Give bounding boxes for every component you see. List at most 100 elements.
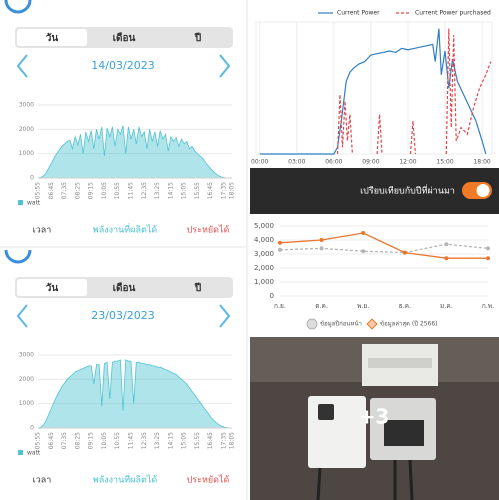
photo-inverter <box>308 396 366 468</box>
x-tick-label: 06:45 <box>48 182 55 199</box>
plot-frame <box>255 21 493 155</box>
x-tick-label: 10:55 <box>114 182 121 199</box>
point <box>444 256 449 261</box>
tab[interactable]: เดือน <box>113 282 136 294</box>
legend-label: Current Power <box>337 10 380 17</box>
y-tick-label: 0 <box>270 292 274 300</box>
x-tick-label: 09:00 <box>362 159 379 166</box>
x-tick-label: 03:00 <box>288 159 305 166</box>
legend-label: ข้อมูลล่าสุด (ปี 2566) <box>380 320 438 328</box>
x-tick-label: 15:00 <box>436 159 453 166</box>
x-tick-label: 06:45 <box>48 432 55 449</box>
x-tick-label: 10:05 <box>101 182 108 199</box>
nav-item[interactable]: พลังงานที่ผลิตได้ <box>93 473 158 486</box>
tab-selected <box>17 29 87 46</box>
y-tick-label: 0 <box>30 425 34 432</box>
legend-label: watt <box>27 450 41 457</box>
point <box>402 250 407 255</box>
y-tick-label: 1,000 <box>254 278 274 286</box>
x-tick-label: ต.ค. <box>315 302 328 310</box>
legend-marker <box>306 318 318 330</box>
x-tick-label: 18:00 <box>473 159 490 166</box>
prev-arrow[interactable] <box>16 54 28 78</box>
x-tick-label: 17:35 <box>221 182 228 199</box>
point <box>278 247 282 252</box>
point <box>361 231 366 235</box>
x-tick-label: 09:15 <box>88 182 95 199</box>
x-tick-label: พ.ย. <box>357 302 369 310</box>
legend-label: watt <box>27 200 41 207</box>
series-line <box>259 28 487 155</box>
y-tick-label: 3,000 <box>254 250 274 258</box>
point <box>319 246 324 251</box>
x-tick-label: 05:55 <box>35 182 42 199</box>
x-tick-label: 15:55 <box>194 432 201 449</box>
point <box>278 240 282 245</box>
x-tick-label: 15:05 <box>181 432 188 449</box>
legend-swatch <box>18 200 23 205</box>
next-arrow[interactable] <box>219 54 231 78</box>
x-tick-label: ม.ค. <box>440 302 453 310</box>
x-tick-label: 15:55 <box>194 182 201 199</box>
photo-cable <box>316 467 322 500</box>
photo-cable <box>408 459 414 500</box>
nav-item[interactable]: พลังงานที่ผลิตได้ <box>93 223 158 236</box>
x-tick-label: 18:05 <box>229 182 236 199</box>
nav-item[interactable]: เวลา <box>33 476 52 486</box>
y-tick-label: 3000 <box>19 102 34 109</box>
area-line <box>37 125 232 179</box>
x-tick-label: 14:15 <box>167 182 174 199</box>
x-tick-label: 13:25 <box>154 432 161 449</box>
series-line <box>279 232 488 259</box>
y-tick-label: 0 <box>30 175 34 182</box>
x-tick-label: 12:00 <box>399 159 416 166</box>
tab[interactable]: วัน <box>46 32 59 44</box>
x-tick-label: 08:25 <box>74 182 81 199</box>
photo-breakers <box>368 358 432 368</box>
point <box>444 242 449 247</box>
x-tick-label: 11:45 <box>128 432 135 449</box>
tab[interactable]: ปี <box>194 282 201 294</box>
point <box>486 256 490 261</box>
legend-marker <box>366 318 378 330</box>
prev-arrow[interactable] <box>16 304 28 328</box>
x-tick-label: 11:45 <box>128 182 135 199</box>
x-tick-label: 16:45 <box>207 432 214 449</box>
x-tick-label: 08:25 <box>74 432 81 449</box>
point <box>361 249 366 254</box>
x-tick-label: 06:00 <box>325 159 342 166</box>
photo-logo <box>318 404 334 420</box>
x-tick-label: 13:25 <box>154 182 161 199</box>
y-tick-label: 4,000 <box>254 236 274 244</box>
x-tick-label: ก.พ. <box>482 302 494 310</box>
toggle-bar <box>250 168 499 214</box>
y-tick-label: 3000 <box>19 352 34 359</box>
y-tick-label: 2000 <box>19 376 34 383</box>
y-tick-label: 2,000 <box>254 264 274 272</box>
x-tick-label: 17:35 <box>221 432 228 449</box>
photo-box-window <box>384 420 424 446</box>
nav-item[interactable]: เวลา <box>33 226 52 236</box>
x-tick-label: ธ.ค. <box>399 302 411 310</box>
photo-badge[interactable]: +3 <box>359 405 390 429</box>
x-tick-label: 18:05 <box>229 432 236 449</box>
toggle-knob <box>476 184 490 197</box>
date: 23/03/2023 <box>91 309 154 322</box>
tab[interactable]: วัน <box>46 282 59 294</box>
tab[interactable]: ปี <box>194 32 201 44</box>
y-tick-label: 1000 <box>19 400 34 407</box>
legend-swatch <box>18 450 23 455</box>
nav-item[interactable]: ประหยัดได้ <box>187 225 230 236</box>
tab[interactable]: เดือน <box>113 32 136 44</box>
x-tick-label: 09:15 <box>88 432 95 449</box>
next-arrow[interactable] <box>219 304 231 328</box>
legend-label: ข้อมูลปีก่อนหน้า <box>320 320 362 328</box>
photo: +3 <box>250 337 499 500</box>
x-tick-label: 07:35 <box>61 432 68 449</box>
x-tick-label: ก.ย. <box>274 302 286 310</box>
x-tick-label: 12:35 <box>141 432 148 449</box>
nav-item[interactable]: ประหยัดได้ <box>187 475 230 486</box>
y-tick-label: 1000 <box>19 150 34 157</box>
